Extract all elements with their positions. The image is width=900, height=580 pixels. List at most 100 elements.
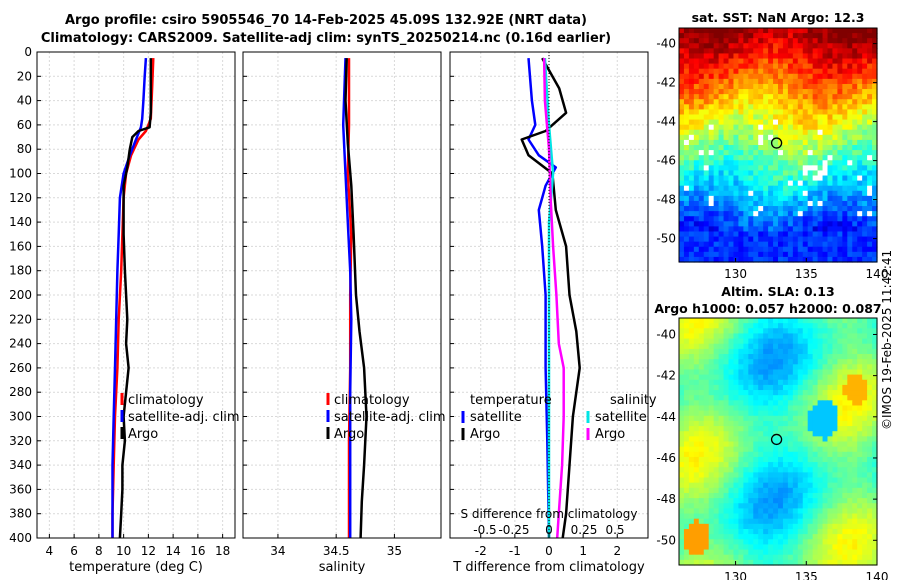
map-cell xyxy=(718,38,725,44)
map-cell xyxy=(713,343,720,350)
map-cell xyxy=(817,544,824,551)
map-title-altim-line2: Argo h1000: 0.057 h2000: 0.087 xyxy=(654,301,881,316)
map-cell xyxy=(792,390,799,396)
map-cell xyxy=(837,446,843,453)
map-cell xyxy=(768,534,774,540)
map-cell xyxy=(753,251,759,258)
map-cell xyxy=(852,180,858,187)
map-cell xyxy=(758,221,764,227)
map-cell xyxy=(787,333,794,340)
map-cell xyxy=(862,544,868,551)
map-cell xyxy=(683,94,690,100)
map-cell xyxy=(817,343,824,350)
map-cell xyxy=(822,487,829,494)
map-cell xyxy=(802,185,809,192)
map-cell xyxy=(827,354,834,360)
map-cell xyxy=(768,462,774,468)
map-cell xyxy=(683,89,690,95)
map-cell xyxy=(782,492,789,499)
map-cell xyxy=(723,534,730,540)
map-cell xyxy=(683,155,690,161)
map-cell xyxy=(708,48,715,55)
map-cell xyxy=(738,43,744,49)
map-cell xyxy=(792,328,799,335)
map-cell xyxy=(693,124,700,131)
map-cell xyxy=(852,129,858,136)
map-cell xyxy=(857,333,863,340)
map-cell xyxy=(872,390,878,396)
map-cell xyxy=(679,544,685,551)
map-cell xyxy=(862,400,868,407)
map-cell xyxy=(693,487,700,494)
map-cell xyxy=(738,139,744,146)
map-cell xyxy=(867,415,873,422)
map-cell xyxy=(837,195,843,202)
map-cell xyxy=(733,94,739,100)
map-cell xyxy=(743,256,749,263)
map-cell xyxy=(822,431,829,437)
map-cell xyxy=(718,420,725,427)
map-cell xyxy=(708,200,715,207)
map-cell xyxy=(787,549,794,556)
map-cell xyxy=(768,431,774,437)
map-cell xyxy=(733,246,739,253)
map-cell xyxy=(837,180,843,187)
map-cell xyxy=(758,43,764,49)
map-cell xyxy=(842,333,848,340)
map-cell xyxy=(817,73,824,80)
map-cell xyxy=(738,467,744,473)
map-cell xyxy=(679,145,685,151)
map-cell xyxy=(847,369,853,376)
map-cell xyxy=(812,170,819,177)
map-cell xyxy=(758,338,764,345)
map-cell xyxy=(738,410,744,417)
map-cell xyxy=(743,145,749,151)
map-cell xyxy=(733,206,739,212)
map-cell xyxy=(832,89,838,95)
map-cell xyxy=(723,390,730,396)
map-cell xyxy=(768,518,774,525)
map-cell xyxy=(857,251,863,258)
map-cell xyxy=(782,503,789,509)
map-cell xyxy=(862,333,868,340)
map-cell xyxy=(683,119,690,126)
map-cell xyxy=(698,487,705,494)
map-cell xyxy=(837,200,843,207)
map-cell xyxy=(867,251,873,258)
map-cell xyxy=(679,359,685,365)
map-cell xyxy=(723,559,730,566)
map-cell xyxy=(713,518,720,525)
map-cell xyxy=(812,63,819,70)
map-cell xyxy=(693,513,700,520)
map-cell xyxy=(718,160,725,166)
map-cell xyxy=(768,165,774,172)
map-cell xyxy=(778,400,784,407)
map-cell xyxy=(688,420,695,427)
map-cell xyxy=(832,94,838,100)
map-cell xyxy=(797,451,804,458)
map-cell xyxy=(773,124,779,131)
map-cell xyxy=(822,170,828,177)
map-cell xyxy=(827,190,834,197)
map-cell xyxy=(778,338,784,345)
map-cell xyxy=(753,33,759,39)
map-cell xyxy=(713,43,720,49)
map-cell xyxy=(817,518,824,525)
map-cell xyxy=(787,415,794,422)
map-cell xyxy=(728,431,735,437)
map-cell xyxy=(857,139,863,146)
map-cell xyxy=(703,43,710,49)
map-cell xyxy=(683,405,690,412)
map-cell xyxy=(738,145,744,151)
map-cell xyxy=(807,446,814,453)
map-cell xyxy=(693,323,700,329)
map-cell xyxy=(768,99,774,105)
map-cell xyxy=(693,492,700,499)
map-cell xyxy=(693,426,700,432)
map-cell xyxy=(797,318,804,324)
map-cell xyxy=(758,534,764,540)
map-cell xyxy=(792,487,799,494)
map-cell xyxy=(862,318,868,324)
map-cell xyxy=(758,246,764,253)
map-cell xyxy=(773,498,779,504)
